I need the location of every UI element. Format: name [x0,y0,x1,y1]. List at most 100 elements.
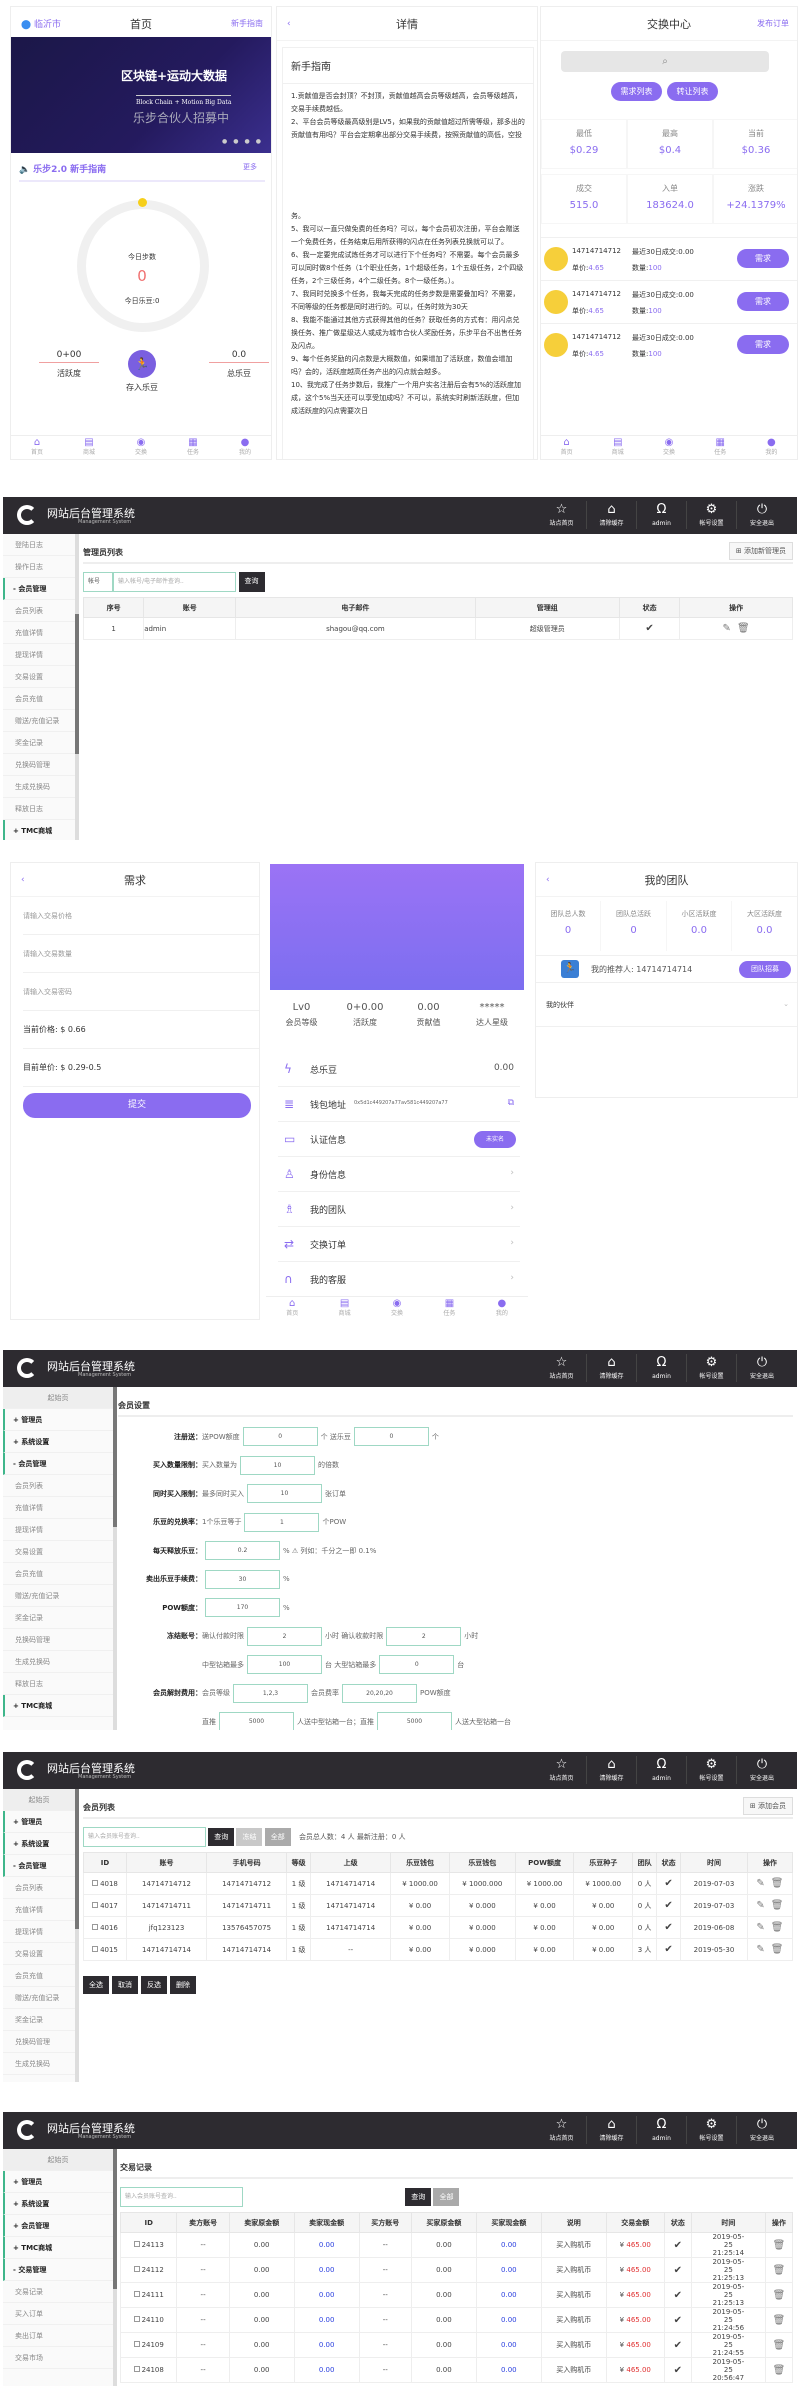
recruit-button[interactable]: 团队招募 [739,961,791,978]
sidebar-item[interactable]: 兑换码管理 [3,2031,75,2053]
sidebar-item[interactable]: + 系统设置 [3,2193,113,2215]
quantity-input[interactable]: 请输入交易数量 [23,935,259,973]
setting-input[interactable]: 10 [247,1484,322,1503]
tab-profile[interactable]: ● 我的 [746,436,797,459]
tab-exchange[interactable]: ◉ 交换 [643,436,694,459]
delete-icon[interactable]: 🗑 [772,2339,786,2351]
sidebar-item[interactable]: 交易市场 [3,2347,113,2369]
sidebar-item[interactable]: 充值详情 [3,1497,113,1519]
sidebar-item[interactable]: 买入订单 [3,2303,113,2325]
setting-input[interactable]: 0.2 [205,1541,280,1560]
sidebar-item[interactable]: 会员充值 [3,1563,113,1585]
sidebar-item[interactable]: 奖金记录 [3,2009,75,2031]
carousel-dots[interactable]: ●●●● [222,138,267,145]
bulk-0-button[interactable]: 全选 [83,1976,109,1994]
row-checkbox[interactable] [92,1879,99,1886]
sidebar-item[interactable]: 交易设置 [3,1943,75,1965]
tool-star[interactable]: ☆ 站点首页 [537,501,587,529]
submit-button[interactable]: 提交 [23,1093,251,1118]
sidebar-item[interactable]: 交易设置 [3,1541,113,1563]
sidebar-item[interactable]: 交易记录 [3,2281,113,2303]
banner[interactable]: 区块链+运动大数据 Block Chain + Motion Big Data … [11,37,271,153]
edit-icon[interactable]: ✎ [756,1922,765,1933]
setting-input[interactable]: 2 [247,1626,322,1646]
setting-input[interactable]: 0 [353,1427,429,1446]
add-member-button[interactable]: ⊞ 添加会员 [742,1797,793,1815]
sidebar-item[interactable]: + 管理员 [3,1409,113,1431]
deposit-button[interactable]: 🏃 存入乐豆 [122,350,162,393]
menu-item-person[interactable]: ♙ 身份信息 › [278,1157,520,1192]
setting-input[interactable]: 100 [247,1655,322,1674]
all-button[interactable]: 全部 [433,2188,460,2206]
sidebar-scrollbar[interactable] [75,1789,79,2082]
setting-input[interactable]: 1 [244,1512,320,1532]
demand-button[interactable]: 需求 [737,249,789,268]
tool-gear[interactable]: ⚙ 帐号设置 [687,1354,737,1382]
menu-item-id-card[interactable]: ▭ 认证信息 未实名 [278,1122,520,1157]
add-admin-button[interactable]: ⊞ 添加新管理员 [728,542,793,560]
setting-input[interactable]: 30 [205,1569,280,1589]
sidebar-item[interactable]: 奖金记录 [3,1607,113,1629]
row-checkbox[interactable] [133,2366,140,2372]
tab-task[interactable]: ▦ 任务 [695,436,746,459]
query-button[interactable]: 查询 [208,1828,235,1846]
tab-task[interactable]: ▦ 任务 [167,436,219,459]
sidebar-item[interactable]: 会员列表 [3,1475,113,1497]
tool-power[interactable]: ⏻ 安全退出 [737,1756,787,1784]
setting-input[interactable]: 10 [240,1455,315,1475]
sidebar-item[interactable]: + TMC商城 [3,2237,113,2259]
sidebar-item[interactable]: 生成兑换码 [3,1651,113,1673]
setting-input[interactable]: 20,20,20 [342,1683,417,1703]
row-checkbox[interactable] [133,2291,140,2297]
sidebar-item[interactable]: 提现详情 [3,644,75,666]
menu-item-wallet[interactable]: ≣ 钱包地址 0x5d1c449207a77av581c449207a77 ⧉ [278,1087,520,1122]
sidebar-item[interactable]: 交易设置 [3,666,75,688]
sidebar-item[interactable]: 奖金记录 [3,732,75,754]
delete-icon[interactable]: 🗑 [772,2289,786,2301]
tool-gear[interactable]: ⚙ 帐号设置 [687,501,737,529]
menu-item-headset[interactable]: ∩ 我的客服 › [278,1262,520,1297]
setting-input[interactable]: 170 [205,1598,280,1617]
tab-shop[interactable]: ▤ 商城 [63,436,115,459]
bulk-3-button[interactable]: 删除 [170,1976,196,1994]
sidebar-item[interactable]: 会员列表 [3,1877,75,1899]
password-input[interactable]: 请输入交易密码 [23,973,259,1011]
delete-icon[interactable]: 🗑 [772,2314,786,2326]
menu-item-bolt[interactable]: ϟ 总乐豆 0.00 [278,1052,520,1087]
sidebar-home[interactable]: 起始页 [3,1789,75,1811]
sidebar-item[interactable]: 生成兑换码 [3,2053,75,2075]
sidebar-item[interactable]: + TMC商城 [3,820,75,840]
search-bar[interactable]: ⌕ [561,51,769,72]
sidebar-item[interactable]: + 系统设置 [3,1833,75,1855]
query-button[interactable]: 查询 [405,2188,432,2206]
search-input[interactable]: 输入帐号/电子邮件查询.. [113,572,236,592]
sidebar-item[interactable]: 会员充值 [3,688,75,710]
back-button[interactable]: ‹ [546,874,550,885]
verify-badge[interactable]: 未实名 [474,1131,516,1148]
tool-power[interactable]: ⏻ 安全退出 [737,501,787,529]
scrollbar-thumb[interactable] [113,2149,117,2289]
tab-profile[interactable]: ● 我的 [476,1297,528,1320]
demand-button[interactable]: 需求 [737,292,789,311]
row-checkbox[interactable] [133,2341,140,2347]
row-checkbox[interactable] [92,1945,99,1952]
delete-icon[interactable]: 🗑 [772,2364,786,2376]
setting-input[interactable]: 0 [242,1427,318,1446]
sidebar-item[interactable]: 卖出订单 [3,2325,113,2347]
edit-icon[interactable]: ✎ [756,1944,765,1955]
delete-icon[interactable]: 🗑 [770,1922,784,1933]
bulk-1-button[interactable]: 取消 [112,1976,138,1994]
row-checkbox[interactable] [133,2241,140,2247]
tab-shop[interactable]: ▤ 商城 [318,1297,370,1320]
delete-icon[interactable]: 🗑 [736,623,750,634]
all-button[interactable]: 全部 [264,1828,291,1846]
sidebar-item[interactable]: + 系统设置 [3,1431,113,1453]
tab-profile[interactable]: ● 我的 [219,436,271,459]
partners-row[interactable]: 我的伙伴 ⌄ [536,985,797,1027]
sidebar-item[interactable]: 释放日志 [3,1673,113,1695]
tab-home[interactable]: ⌂ 首页 [266,1297,318,1320]
search-input[interactable]: 输入会员账号查询.. [83,1827,206,1847]
sidebar-item[interactable]: 充值详情 [3,622,75,644]
tool-gear[interactable]: ⚙ 帐号设置 [687,1756,737,1784]
